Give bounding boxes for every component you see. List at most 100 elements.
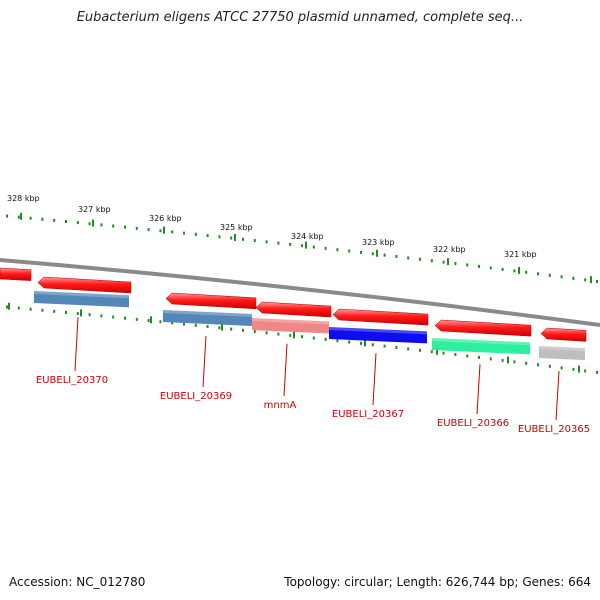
minor-tick <box>360 250 362 254</box>
minor-tick <box>135 226 138 230</box>
minor-tick <box>253 330 256 334</box>
minor-tick <box>65 310 67 314</box>
minor-tick <box>312 245 315 249</box>
minor-tick <box>407 256 410 260</box>
minor-tick <box>348 340 351 344</box>
major-tick <box>364 339 366 347</box>
gene-bar <box>329 327 427 344</box>
major-tick <box>507 356 509 364</box>
minor-tick <box>407 347 410 351</box>
minor-tick <box>454 262 457 266</box>
minor-tick <box>548 364 551 368</box>
major-tick <box>518 266 520 274</box>
minor-tick <box>478 355 480 359</box>
minor-tick <box>194 232 197 236</box>
minor-tick <box>6 305 8 309</box>
minor-tick <box>525 361 528 365</box>
minor-tick <box>265 240 268 244</box>
major-tick <box>20 212 22 220</box>
minor-tick <box>596 279 598 283</box>
minor-tick <box>76 221 79 225</box>
gene-bar <box>34 291 129 308</box>
major-tick <box>436 347 438 355</box>
gene-bar <box>539 346 585 361</box>
minor-tick <box>230 236 233 240</box>
major-tick <box>234 233 236 241</box>
minor-tick <box>253 239 256 243</box>
scale-label: 323 kbp <box>362 238 395 247</box>
minor-tick <box>371 343 374 347</box>
minor-tick <box>242 237 244 241</box>
minor-tick <box>112 224 115 228</box>
scale-label: 328 kbp <box>7 194 40 203</box>
minor-tick <box>489 357 492 361</box>
minor-tick <box>88 222 91 226</box>
minor-tick <box>584 278 587 282</box>
minor-tick <box>501 267 504 271</box>
gene-bar <box>432 338 530 355</box>
minor-tick <box>360 341 362 345</box>
minor-tick <box>159 320 162 324</box>
gene-bar-highlight <box>539 346 585 352</box>
minor-tick <box>277 241 280 245</box>
minor-tick <box>6 214 8 218</box>
forward-gene-arrow <box>165 292 257 310</box>
major-tick <box>80 309 82 317</box>
minor-tick <box>348 249 351 253</box>
scale-label: 321 kbp <box>504 250 537 259</box>
gene-bar-highlight <box>252 318 329 325</box>
minor-tick <box>478 264 480 268</box>
minor-tick <box>17 306 20 310</box>
minor-tick <box>489 266 492 270</box>
minor-tick <box>218 326 221 330</box>
minor-tick <box>29 216 32 220</box>
scale-label: 324 kbp <box>291 232 324 241</box>
minor-tick <box>466 263 469 267</box>
gene-bar <box>163 310 252 327</box>
gene-label: EUBELI_20365 <box>518 424 590 435</box>
minor-tick <box>525 270 528 274</box>
minor-tick <box>513 360 516 364</box>
minor-tick <box>265 331 268 335</box>
minor-tick <box>53 218 56 222</box>
gene-leader-line <box>476 364 481 415</box>
minor-tick <box>395 254 398 258</box>
minor-tick <box>135 317 138 321</box>
minor-tick <box>454 353 457 357</box>
minor-tick <box>501 358 504 362</box>
minor-tick <box>289 333 292 337</box>
minor-tick <box>171 230 174 234</box>
major-tick <box>590 276 592 284</box>
gene-label: EUBELI_20367 <box>332 409 404 420</box>
minor-tick <box>395 345 398 349</box>
minor-tick <box>171 321 174 325</box>
minor-tick <box>419 257 421 261</box>
minor-tick <box>572 367 575 371</box>
scale-label: 322 kbp <box>433 245 466 254</box>
minor-tick <box>277 332 280 336</box>
major-tick <box>221 323 223 331</box>
major-tick <box>305 241 307 249</box>
major-tick <box>163 226 165 234</box>
minor-tick <box>430 350 433 354</box>
minor-tick <box>324 337 327 341</box>
major-tick <box>92 219 94 227</box>
minor-tick <box>65 219 67 223</box>
gene-leader-line <box>283 343 288 397</box>
minor-tick <box>41 308 44 312</box>
minor-tick <box>206 325 209 329</box>
minor-tick <box>76 312 79 316</box>
gene-leader-line <box>372 353 377 406</box>
minor-tick <box>537 363 539 367</box>
minor-tick <box>124 225 126 229</box>
minor-tick <box>147 228 150 232</box>
minor-tick <box>383 344 386 348</box>
map-title: Eubacterium eligens ATCC 27750 plasmid u… <box>76 10 524 25</box>
minor-tick <box>548 273 551 277</box>
minor-tick <box>183 231 185 235</box>
minor-tick <box>41 217 44 221</box>
minor-tick <box>218 235 221 239</box>
minor-tick <box>383 253 386 257</box>
minor-tick <box>572 276 575 280</box>
scale-label: 325 kbp <box>220 223 253 232</box>
